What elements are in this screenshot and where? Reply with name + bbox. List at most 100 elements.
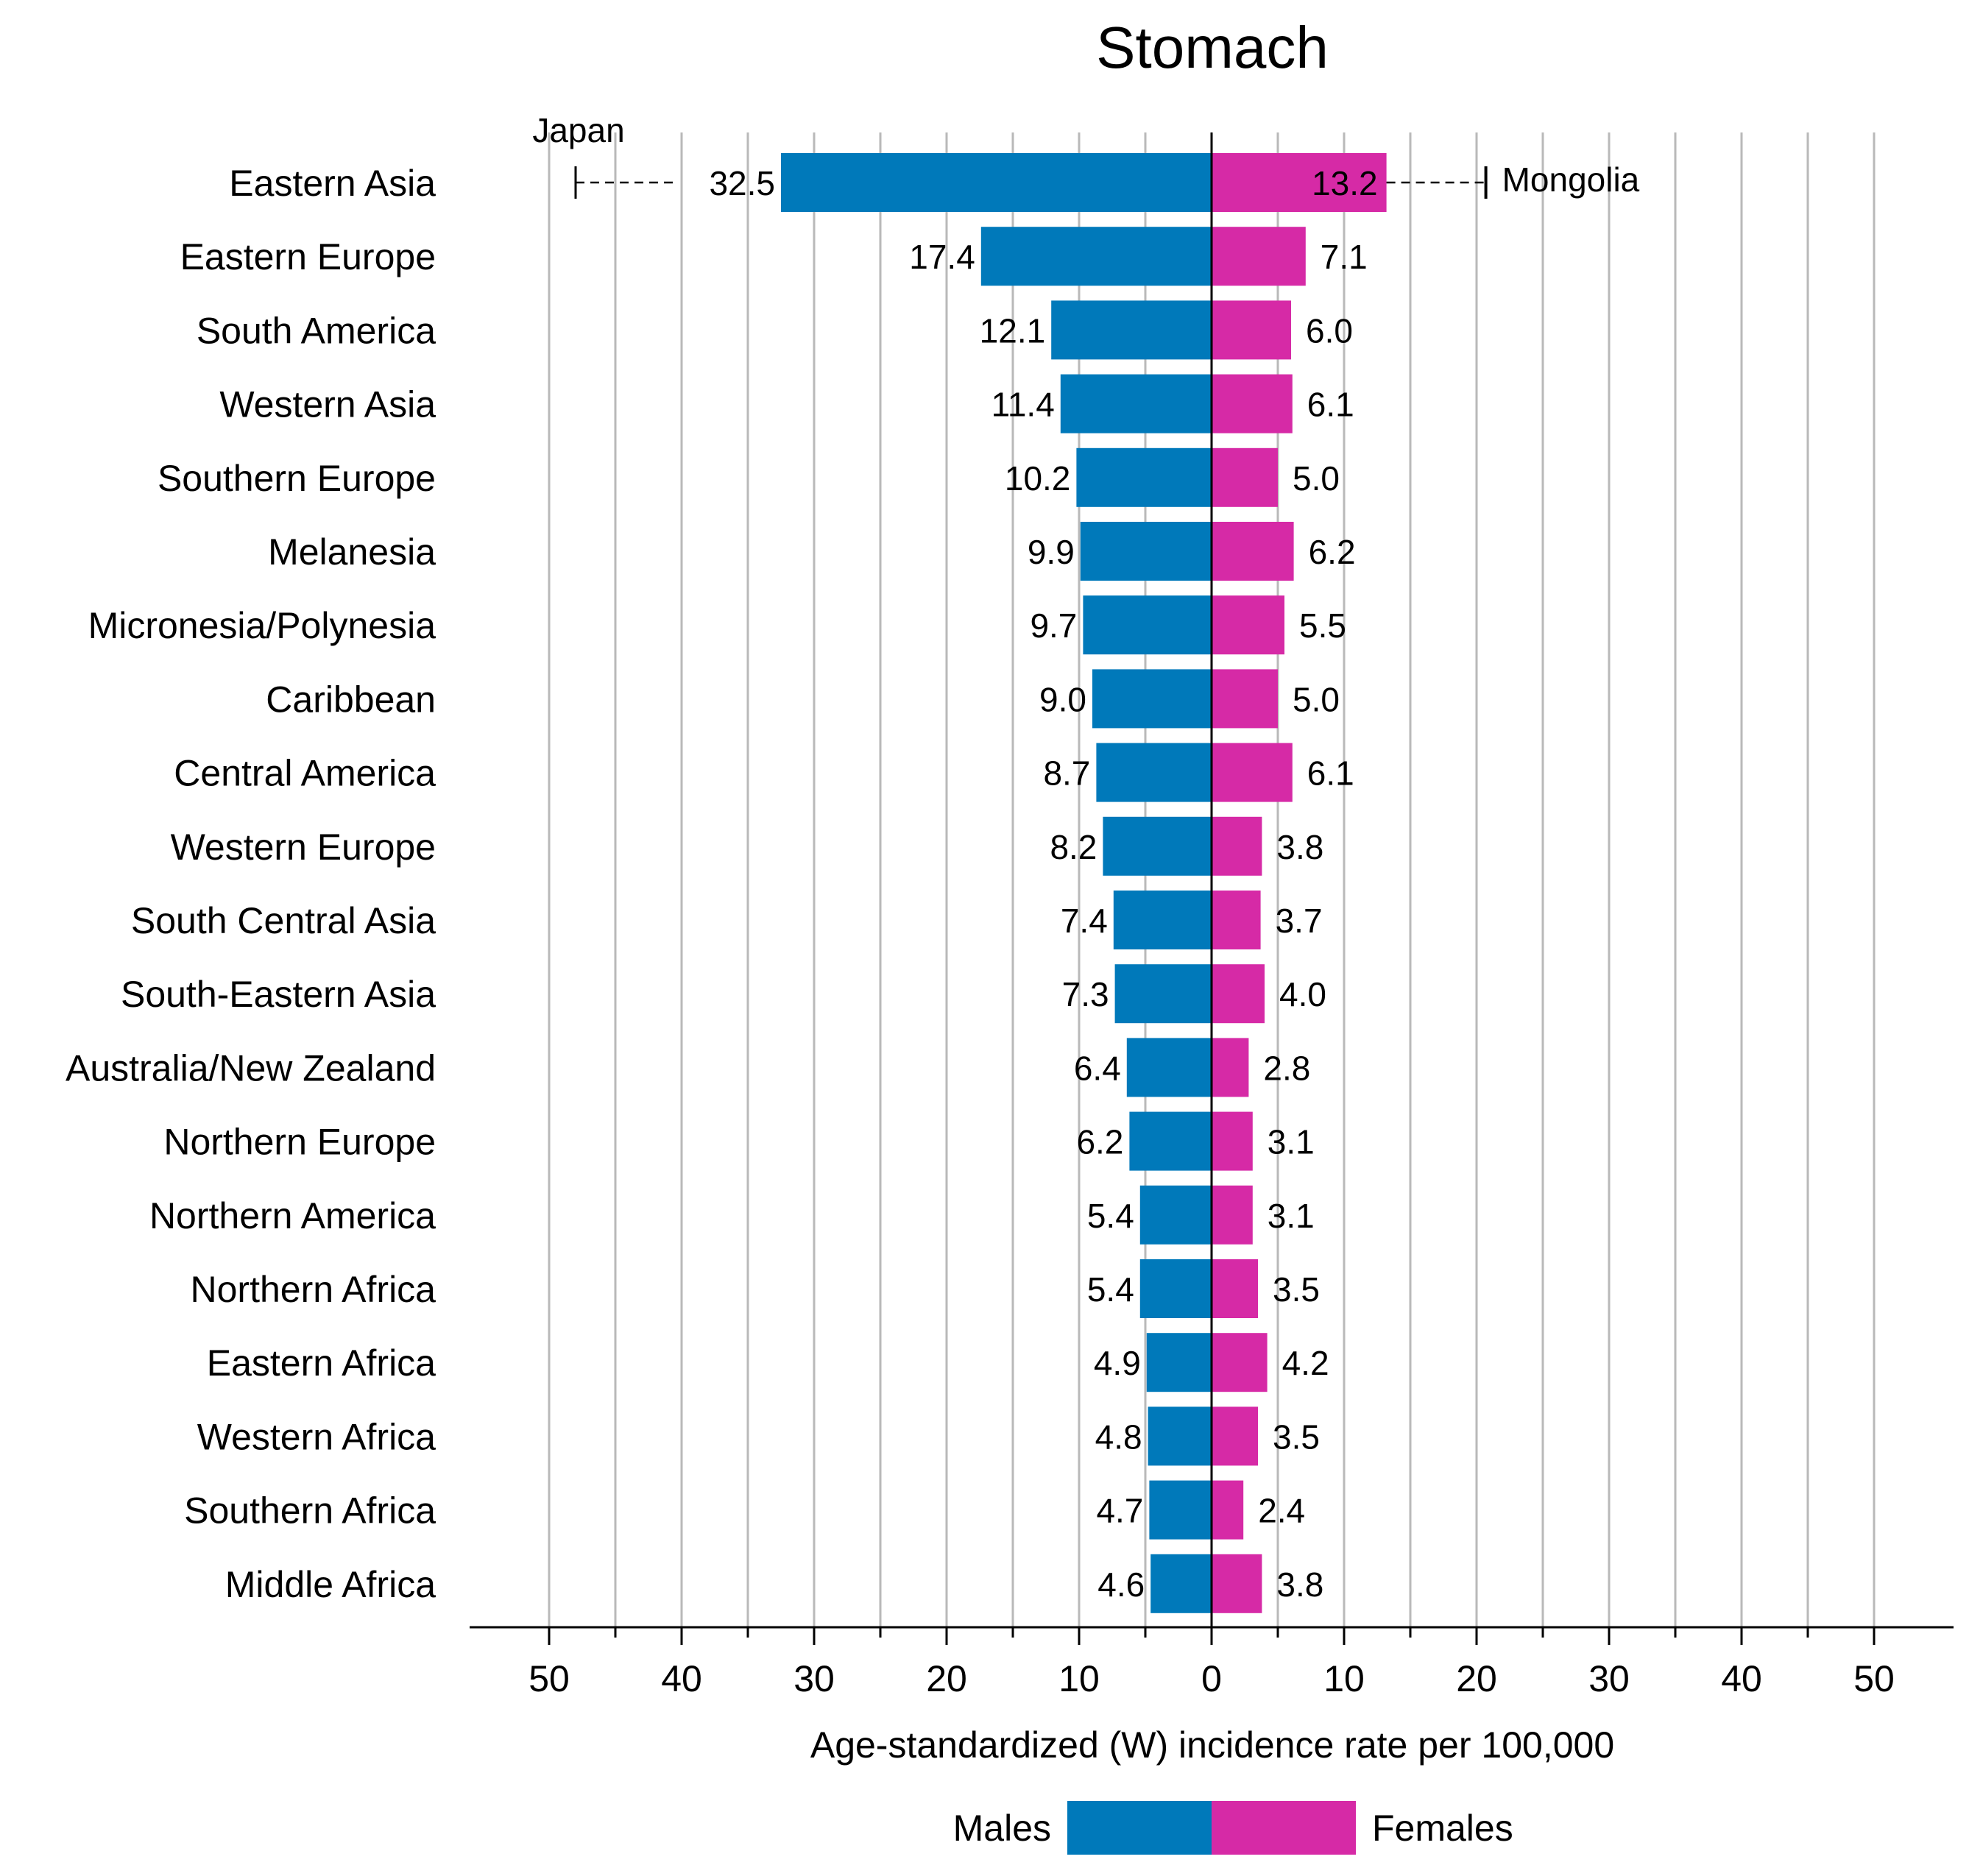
data-label-females: 4.0 — [1279, 975, 1326, 1013]
category-label: Melanesia — [268, 531, 436, 573]
data-label-males: 8.7 — [1043, 754, 1090, 793]
category-label: Eastern Europe — [180, 236, 436, 277]
data-label-males: 6.2 — [1076, 1123, 1123, 1161]
bar-females — [1212, 964, 1265, 1024]
bar-females — [1212, 816, 1262, 876]
data-label-females: 6.0 — [1306, 311, 1353, 350]
annotation-label: Mongolia — [1502, 160, 1640, 199]
bar-males — [1126, 1038, 1212, 1097]
bar-males — [1149, 1480, 1212, 1540]
bar-females — [1212, 1480, 1244, 1540]
bar-females — [1212, 153, 1387, 212]
category-label: Northern America — [149, 1195, 436, 1236]
data-label-males: 12.1 — [980, 311, 1046, 350]
data-label-males: 32.5 — [709, 164, 775, 202]
bar-males — [1146, 1333, 1212, 1392]
data-label-males: 6.4 — [1074, 1049, 1121, 1087]
bar-females — [1212, 1185, 1253, 1245]
x-tick-label: 50 — [529, 1658, 570, 1699]
x-tick-label: 40 — [1721, 1658, 1762, 1699]
legend-swatch-males — [1067, 1801, 1212, 1855]
data-label-females: 4.2 — [1282, 1344, 1329, 1382]
data-label-females: 2.8 — [1263, 1049, 1310, 1087]
data-label-females: 5.0 — [1293, 680, 1340, 718]
bar-males — [1129, 1111, 1212, 1171]
bar-females — [1212, 1111, 1253, 1171]
x-tick-label: 20 — [1456, 1658, 1497, 1699]
data-label-males: 10.2 — [1005, 459, 1071, 498]
bar-females — [1212, 743, 1293, 802]
data-label-females: 6.1 — [1307, 754, 1354, 793]
category-label: Eastern Africa — [207, 1342, 436, 1384]
data-label-males: 5.4 — [1087, 1197, 1134, 1235]
bar-males — [1113, 891, 1212, 949]
bar-males — [1148, 1406, 1212, 1466]
x-tick-label: 50 — [1853, 1658, 1895, 1699]
legend-label-males: Males — [953, 1808, 1051, 1849]
data-label-females: 2.4 — [1258, 1492, 1305, 1530]
data-label-females: 3.5 — [1273, 1417, 1320, 1456]
data-label-males: 4.9 — [1094, 1344, 1141, 1382]
data-label-females: 5.5 — [1299, 606, 1346, 645]
bar-females — [1212, 374, 1293, 433]
category-label: Micronesia/Polynesia — [88, 605, 436, 646]
data-label-females: 3.8 — [1276, 1565, 1323, 1604]
x-tick-label: 10 — [1058, 1658, 1100, 1699]
category-label: Western Asia — [219, 384, 436, 425]
bar-females — [1212, 1554, 1262, 1613]
bar-females — [1212, 300, 1291, 360]
x-tick-label: 30 — [793, 1658, 835, 1699]
data-label-females: 3.7 — [1276, 902, 1323, 940]
data-label-females: 13.2 — [1312, 164, 1378, 202]
category-label: South Central Asia — [131, 900, 436, 941]
bar-females — [1212, 1038, 1249, 1097]
bar-males — [980, 227, 1212, 286]
annotation-label: Japan — [532, 111, 624, 149]
legend-label-females: Females — [1372, 1808, 1513, 1849]
data-label-females: 7.1 — [1321, 238, 1368, 276]
x-axis-label: Age-standardized (W) incidence rate per … — [810, 1724, 1614, 1766]
bar-males — [1139, 1259, 1212, 1318]
bar-males — [1150, 1554, 1212, 1613]
value-labels: 32.5 13.2 17.4 7.1 12.1 6.0 11.4 6.1 10.2 5.0 9.9 6… — [709, 164, 1377, 1604]
data-label-males: 4.8 — [1095, 1417, 1142, 1456]
data-label-males: 9.9 — [1028, 533, 1075, 571]
bar-females — [1212, 1259, 1258, 1318]
bar-females — [1212, 447, 1278, 507]
x-tick-label: 30 — [1588, 1658, 1630, 1699]
category-label: Eastern Asia — [229, 163, 436, 204]
data-label-females: 3.1 — [1268, 1123, 1315, 1161]
bar-males — [1083, 595, 1212, 655]
bar-females — [1212, 522, 1294, 581]
data-label-males: 7.3 — [1062, 975, 1109, 1013]
data-label-females: 3.5 — [1273, 1270, 1320, 1309]
category-label: Central America — [174, 753, 436, 794]
x-axis-ticks: 50 40 30 20 10 0 10 20 30 40 50 — [529, 1627, 1895, 1699]
bar-males — [1080, 522, 1212, 581]
x-tick-label: 40 — [661, 1658, 702, 1699]
data-label-males: 9.7 — [1030, 606, 1077, 645]
category-label: Southern Europe — [158, 458, 436, 499]
bar-females — [1212, 1406, 1258, 1466]
category-label: South-Eastern Asia — [121, 974, 436, 1015]
bar-females — [1212, 669, 1278, 729]
category-label: Southern Africa — [184, 1490, 436, 1532]
bar-females — [1212, 1333, 1268, 1392]
data-label-males: 17.4 — [909, 238, 975, 276]
legend-swatch-females — [1212, 1801, 1356, 1855]
category-label: Middle Africa — [225, 1564, 436, 1605]
data-label-males: 11.4 — [991, 386, 1055, 424]
data-label-females: 3.1 — [1268, 1197, 1315, 1235]
category-label: Northern Europe — [163, 1122, 436, 1163]
data-label-males: 4.7 — [1096, 1492, 1143, 1530]
bar-females — [1212, 891, 1261, 949]
data-label-females: 6.2 — [1309, 533, 1356, 571]
data-label-males: 5.4 — [1087, 1270, 1134, 1309]
category-label: Northern Africa — [191, 1269, 436, 1310]
bar-females — [1212, 595, 1284, 655]
bar-males — [1051, 300, 1212, 360]
data-label-males: 4.6 — [1097, 1565, 1145, 1604]
legend: Males Females — [953, 1801, 1513, 1855]
category-labels: Eastern Asia Eastern Europe South America W… — [66, 163, 436, 1605]
